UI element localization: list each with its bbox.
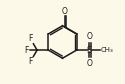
Text: O: O — [87, 59, 92, 68]
Text: O: O — [87, 32, 92, 41]
Text: S: S — [87, 46, 92, 55]
Text: F: F — [25, 46, 29, 55]
Text: F: F — [29, 57, 33, 66]
Text: F: F — [29, 34, 33, 43]
Text: CH₃: CH₃ — [101, 47, 114, 53]
Text: O: O — [62, 7, 68, 16]
